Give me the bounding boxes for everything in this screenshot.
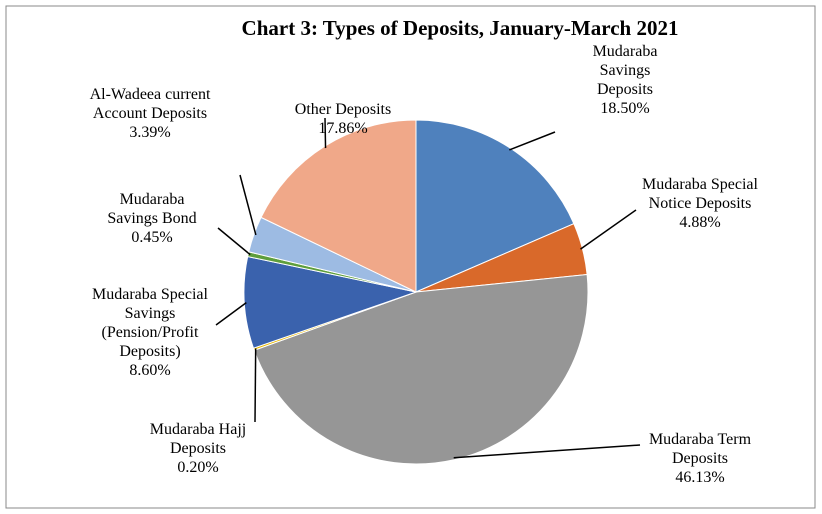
pie-slice: [260, 119, 417, 293]
leader-line: [453, 444, 641, 459]
chart-title: Chart 3: Types of Deposits, January-Marc…: [241, 16, 679, 40]
value-label: 0.20%: [177, 459, 219, 476]
pie-slice: [253, 273, 589, 465]
leader-line: [509, 131, 556, 151]
category-label: Mudaraba Savings Bond: [107, 191, 197, 227]
slice-label: Al-Wadeea current Account Deposits 3.39%: [85, 85, 215, 142]
slice-label: Mudaraba Special Savings (Pension/Profit…: [85, 285, 215, 380]
leader-line: [254, 348, 257, 423]
slice-label: Mudaraba Hajj Deposits 0.20%: [130, 420, 266, 477]
leader-line: [324, 117, 327, 149]
slice-label: Mudaraba Term Deposits 46.13%: [630, 430, 770, 487]
value-label: 3.39%: [129, 124, 171, 141]
leader-line: [239, 174, 257, 236]
slice-label: Other Deposits 17.86%: [278, 100, 408, 138]
leader-line: [217, 227, 251, 256]
value-label: 18.50%: [600, 100, 650, 117]
category-label: Mudaraba Hajj Deposits: [149, 421, 247, 457]
pie-slice: [415, 119, 575, 293]
chart-border: [5, 5, 816, 509]
value-label: 17.86%: [318, 120, 368, 137]
value-label: 4.88%: [679, 214, 721, 231]
value-label: 46.13%: [675, 469, 725, 486]
pie-slice: [243, 255, 418, 349]
value-label: 0.45%: [131, 229, 173, 246]
value-label: 8.60%: [129, 362, 171, 379]
category-label: Mudaraba Special Notice Deposits: [642, 176, 758, 212]
slice-label: Mudaraba Savings Bond 0.45%: [95, 190, 209, 247]
leader-line: [580, 209, 637, 250]
leader-line: [215, 302, 247, 326]
slice-label: Mudaraba Savings Deposits 18.50%: [575, 42, 675, 118]
slice-label: Mudaraba Special Notice Deposits 4.88%: [635, 175, 765, 232]
category-label: Mudaraba Special Savings (Pension/Profit…: [92, 286, 208, 360]
category-label: Mudaraba Term Deposits: [648, 431, 752, 467]
category-label: Other Deposits: [294, 101, 392, 118]
category-label: Mudaraba Savings Deposits: [592, 43, 658, 98]
category-label: Al-Wadeea current Account Deposits: [89, 86, 211, 122]
